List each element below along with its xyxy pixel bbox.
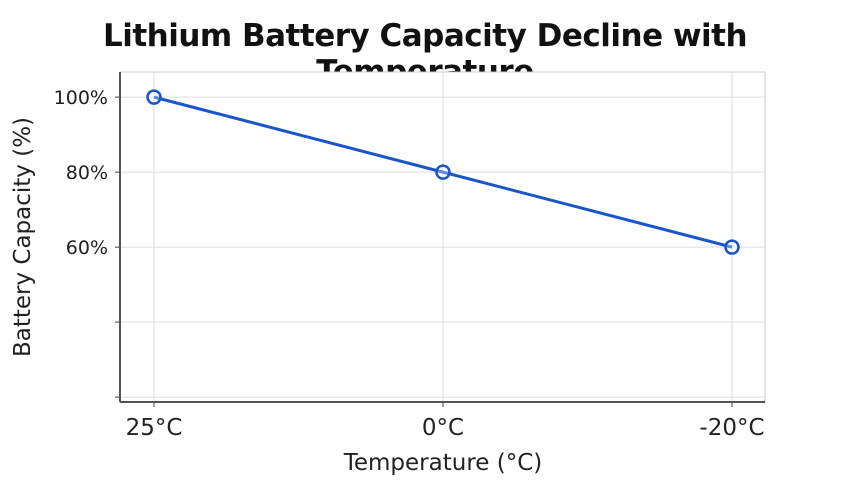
y-tick-label: 100% [54,87,108,109]
x-tick-label: -20°C [699,415,764,441]
y-axis-label: Battery Capacity (%) [10,117,36,357]
data-point [724,239,740,255]
y-tick-label: 60% [66,237,108,259]
x-tick-label: 0°C [422,415,464,441]
y-tick-label: 80% [66,162,108,184]
data-point [435,164,451,180]
x-tick-label: 25°C [126,415,183,441]
x-axis-label: Temperature (°C) [343,450,543,476]
data-point [146,89,162,105]
series-line [153,95,733,249]
